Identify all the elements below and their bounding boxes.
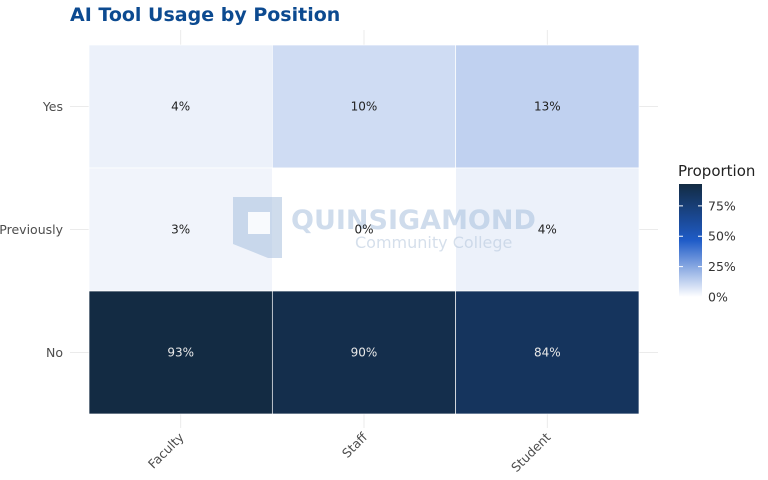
watermark-subtitle: Community College [355,233,512,252]
cell-value-label: 93% [167,346,194,360]
heatmap-cell [271,44,457,169]
x-tick-label: Staff [339,429,370,460]
heatmap-cell [271,290,457,415]
heatmap-cell [455,44,640,169]
x-axis-ticks: Faculty Staff Student [145,429,554,475]
legend-tick-label: 50% [708,229,736,244]
x-tick-label: Faculty [145,429,187,471]
x-tick-label: Student [508,429,553,474]
heatmap-cell [455,167,640,292]
legend-tick-label: 75% [708,198,736,213]
cell-value-label: 4% [538,223,557,237]
heatmap-cell [88,290,273,415]
y-tick-label: Previously [0,222,64,237]
y-axis-ticks: Yes Previously No [0,99,64,360]
cell-value-label: 13% [534,100,561,114]
legend: Proportion 75% 50% 25% 0% [678,162,755,305]
y-tick-label: Yes [42,99,63,114]
chart-title: AI Tool Usage by Position [70,4,341,26]
cell-value-label: 4% [171,100,190,114]
legend-colorbar [679,184,702,297]
cell-value-label: 10% [351,100,378,114]
watermark-name: QUINSIGAMOND [291,205,536,236]
cell-value-label: 3% [171,223,190,237]
college-logo-icon [233,197,282,258]
legend-tick-label: 25% [708,259,736,274]
legend-tick-label: 0% [708,290,728,305]
legend-title: Proportion [678,162,755,180]
heatmap-cells [88,44,640,415]
cell-value-label: 0% [354,223,373,237]
legend-ticks: 75% 50% 25% 0% [679,198,736,305]
college-watermark: QUINSIGAMOND Community College [233,197,536,258]
cell-value-label: 90% [351,346,378,360]
cell-value-label: 84% [534,346,561,360]
y-tick-label: No [46,345,63,360]
heatmap-cell [271,167,457,292]
heatmap-cell [455,290,640,415]
cell-labels: 4% 10% 13% 3% 0% 4% 93% 90% 84% [167,100,560,360]
